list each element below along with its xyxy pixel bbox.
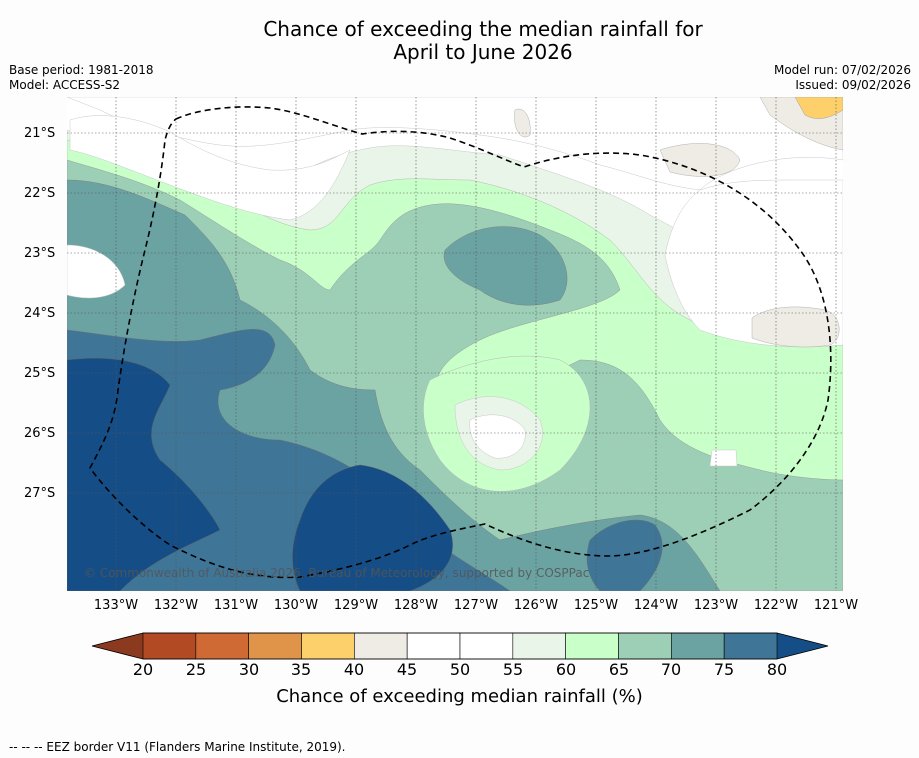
colorbar-tick: 70 bbox=[660, 660, 682, 679]
lon-label: 131°W bbox=[213, 598, 259, 613]
colorbar-tick: 40 bbox=[343, 660, 365, 679]
lon-label: 122°W bbox=[753, 598, 799, 613]
colorbar-bin bbox=[459, 632, 514, 660]
colorbar-tick: 75 bbox=[713, 660, 735, 679]
colorbar-bin bbox=[512, 632, 566, 660]
band-white-west bbox=[67, 244, 126, 299]
copyright-notice: © Commonwealth of Australia 2026, Bureau… bbox=[84, 566, 589, 580]
colorbar-bin bbox=[248, 632, 302, 660]
colorbar-tick: 65 bbox=[608, 660, 630, 679]
colorbar-bin bbox=[354, 632, 408, 660]
lon-label: 121°W bbox=[813, 598, 859, 613]
lon-label: 127°W bbox=[453, 598, 499, 613]
base-period: Base period: 1981-2018 bbox=[9, 63, 154, 77]
colorbar-extend-high bbox=[777, 633, 828, 659]
colorbar-tick: 80 bbox=[766, 660, 788, 679]
lon-label: 123°W bbox=[693, 598, 739, 613]
colorbar-bin bbox=[618, 632, 672, 660]
lon-label: 133°W bbox=[93, 598, 139, 613]
band-above-80 bbox=[67, 358, 221, 591]
band-35-40 bbox=[794, 97, 843, 119]
lon-label: 132°W bbox=[153, 598, 199, 613]
band-40-45-northeast bbox=[659, 143, 741, 177]
lon-label: 129°W bbox=[333, 598, 379, 613]
eez-legend: -- -- -- EEZ border V11 (Flanders Marine… bbox=[9, 740, 346, 754]
band-white-northwest bbox=[69, 115, 351, 221]
lon-label: 128°W bbox=[393, 598, 439, 613]
band-40-45-small bbox=[514, 108, 531, 138]
colorbar-tick: 25 bbox=[185, 660, 207, 679]
colorbar-tick: 55 bbox=[502, 660, 524, 679]
band-white-east bbox=[664, 179, 843, 348]
lat-label: 27°S bbox=[24, 486, 56, 501]
band-70-75-north bbox=[443, 226, 568, 306]
lat-label: 22°S bbox=[24, 186, 56, 201]
colorbar-tick: 20 bbox=[132, 660, 154, 679]
band-above-80-south bbox=[292, 464, 453, 591]
lon-label: 130°W bbox=[273, 598, 319, 613]
model-name: Model: ACCESS-S2 bbox=[9, 78, 121, 92]
colorbar-bin bbox=[301, 632, 355, 660]
model-run: Model run: 07/02/2026 bbox=[773, 63, 911, 77]
lon-label: 125°W bbox=[573, 598, 619, 613]
meta-right: Model run: 07/02/2026 Issued: 09/02/2026 bbox=[774, 63, 911, 93]
colorbar-tick: 30 bbox=[238, 660, 260, 679]
colorbar-extend-low bbox=[92, 633, 143, 659]
map-title-line2: April to June 2026 bbox=[393, 40, 573, 64]
colorbar bbox=[91, 632, 829, 660]
colorbar-bin bbox=[723, 632, 778, 660]
colorbar-tick: 60 bbox=[555, 660, 577, 679]
band-40-45-east bbox=[751, 306, 840, 348]
colorbar-bin bbox=[671, 632, 725, 660]
eez-border bbox=[89, 106, 832, 579]
colorbar-bin bbox=[142, 632, 197, 660]
colorbar-label: Chance of exceeding median rainfall (%) bbox=[276, 686, 643, 707]
lat-label: 24°S bbox=[24, 306, 56, 321]
colorbar-bin bbox=[565, 632, 619, 660]
issued-date: Issued: 09/02/2026 bbox=[795, 78, 911, 92]
lat-label: 21°S bbox=[24, 126, 56, 141]
meta-left: Base period: 1981-2018 Model: ACCESS-S2 bbox=[9, 63, 154, 93]
map-title-line1: Chance of exceeding the median rainfall … bbox=[263, 17, 703, 41]
lon-label: 124°W bbox=[633, 598, 679, 613]
lat-label: 25°S bbox=[24, 366, 56, 381]
colorbar-tick: 45 bbox=[396, 660, 418, 679]
colorbar-bin bbox=[406, 632, 461, 660]
lat-label: 26°S bbox=[24, 426, 56, 441]
lat-label: 23°S bbox=[24, 246, 56, 261]
band-white-north bbox=[67, 97, 843, 191]
colorbar-tick: 35 bbox=[290, 660, 312, 679]
lon-label: 126°W bbox=[513, 598, 559, 613]
rainfall-probability-map: © Commonwealth of Australia 2026, Bureau… bbox=[67, 97, 843, 591]
colorbar-bin bbox=[195, 632, 249, 660]
colorbar-outline bbox=[91, 632, 829, 660]
band-white-south-east bbox=[709, 449, 738, 467]
colorbar-tick: 50 bbox=[449, 660, 471, 679]
map-title: Chance of exceeding the median rainfall … bbox=[0, 18, 919, 64]
